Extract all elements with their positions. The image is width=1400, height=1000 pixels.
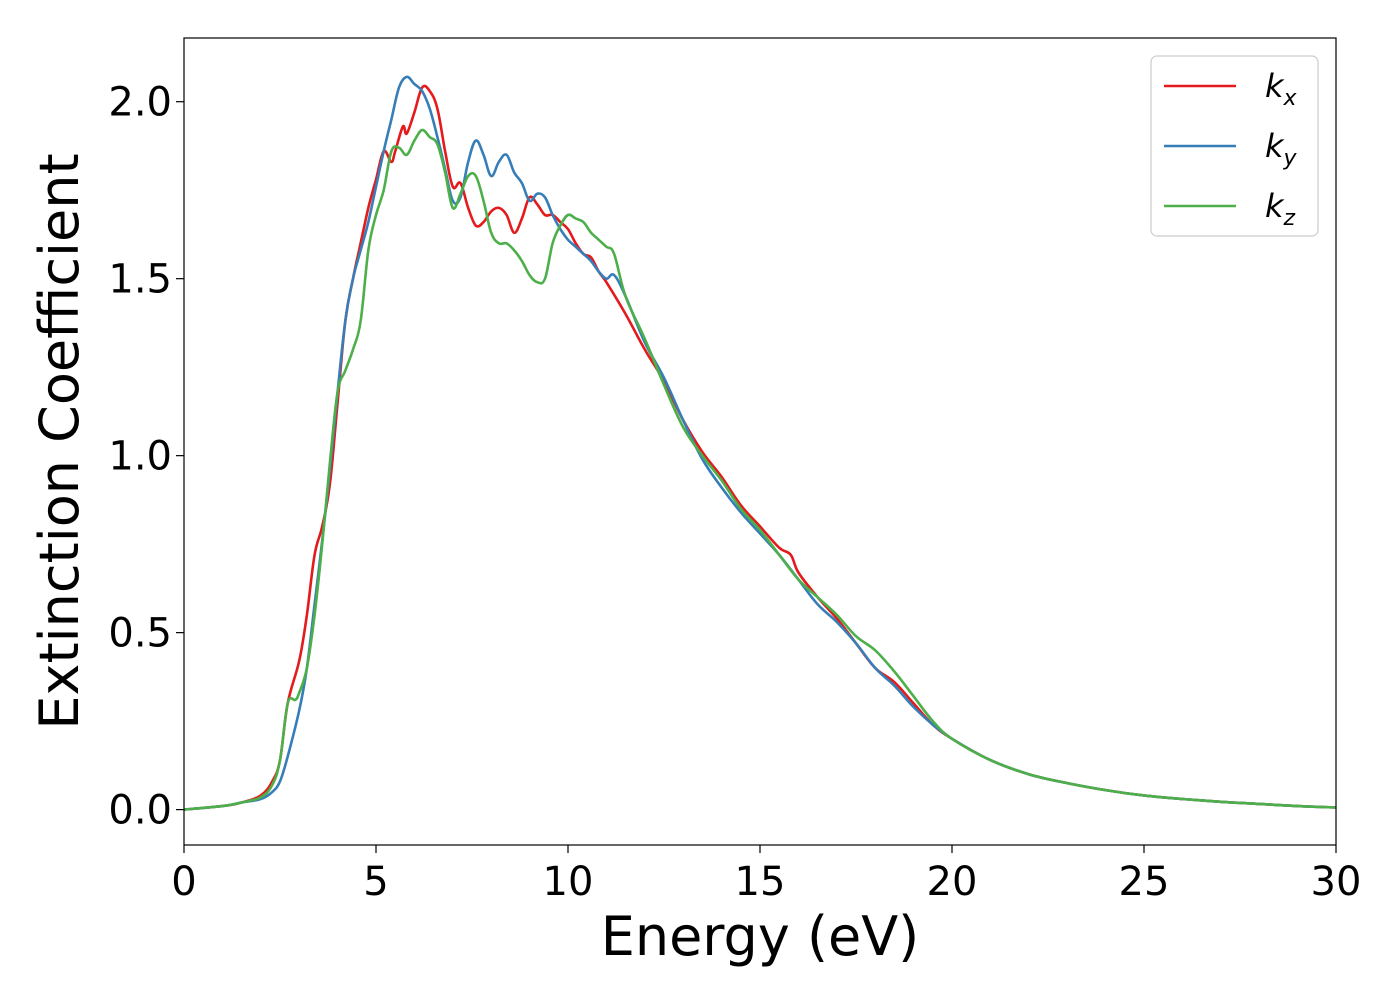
series-line-y (183, 75, 1337, 811)
x-tick-label: 30 (1311, 859, 1362, 905)
series-layer (183, 75, 1337, 811)
y-tick-label: 1.5 (108, 257, 172, 303)
x-tick-label: 15 (735, 859, 786, 905)
x-axis-title: Energy (eV) (601, 905, 920, 968)
x-tick-label: 25 (1119, 859, 1170, 905)
y-tick-label: 1.0 (108, 434, 172, 480)
y-tick-label: 0.0 (108, 788, 172, 834)
x-tick-label: 10 (543, 859, 594, 905)
y-axis-ticks: 0.0 0.5 1.0 1.5 2.0 (108, 80, 184, 834)
y-tick-label: 0.5 (108, 611, 172, 657)
legend-label-x: kx (1265, 67, 1298, 111)
x-tick-label: 0 (171, 859, 196, 905)
x-axis-ticks: 0 5 10 15 20 25 30 (171, 845, 1361, 905)
y-axis-title: Extinction Coefficient (28, 153, 91, 729)
y-tick-label: 2.0 (108, 80, 172, 126)
legend-label-y: ky (1265, 127, 1298, 171)
x-tick-label: 5 (363, 859, 388, 905)
legend-label-z: kz (1265, 187, 1296, 231)
legend: kx ky kz (1150, 55, 1319, 237)
x-tick-label: 20 (927, 859, 978, 905)
series-line-z (183, 128, 1337, 811)
